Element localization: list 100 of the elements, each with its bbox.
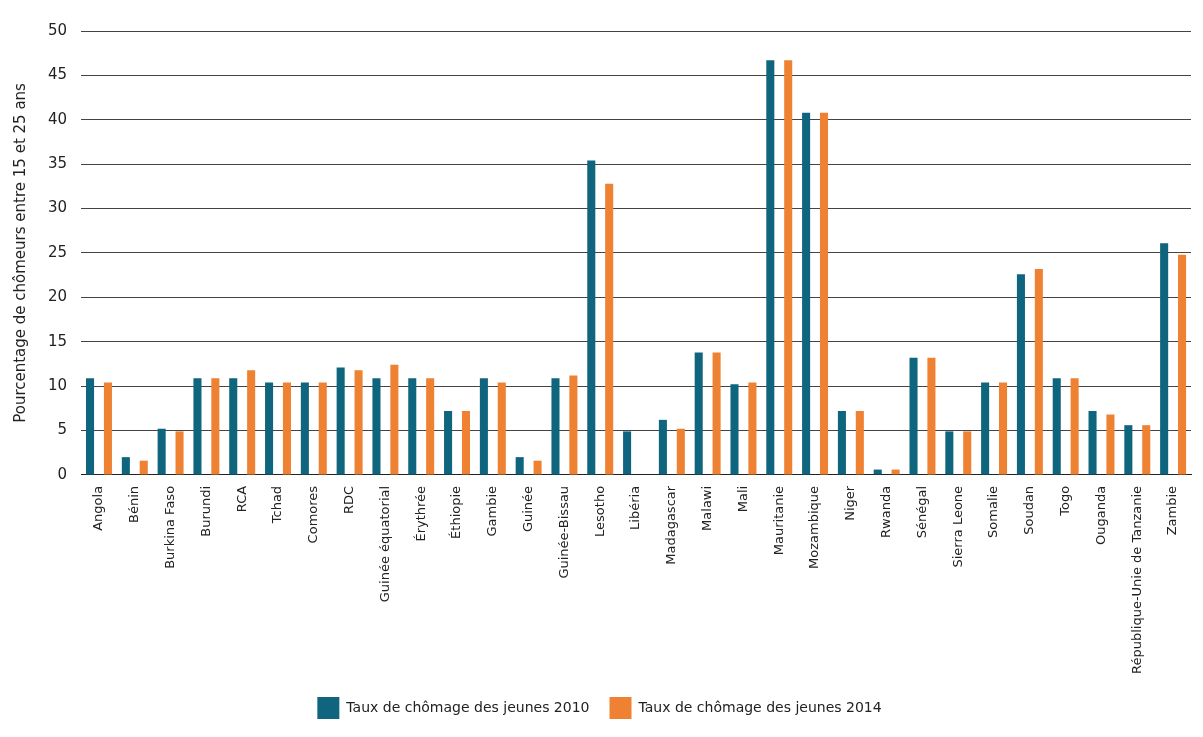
legend-label: Taux de chômage des jeunes 2014 — [637, 698, 882, 715]
x-tick-label: République-Unie de Tanzanie — [1128, 485, 1144, 674]
bar — [229, 378, 238, 475]
y-tick-label: 10 — [47, 376, 68, 395]
y-tick-label: 0 — [57, 464, 68, 483]
x-tick-label: Gambie — [484, 485, 500, 537]
bar — [211, 378, 220, 475]
bar — [1178, 254, 1187, 475]
bar — [408, 378, 417, 475]
bar — [730, 384, 739, 475]
x-tick-label: Sierra Leone — [949, 485, 965, 568]
x-tick-label: Comores — [305, 485, 321, 544]
y-tick-label: 30 — [47, 198, 68, 217]
bar — [175, 431, 184, 475]
y-tick-label: 35 — [47, 154, 68, 173]
bar — [515, 457, 524, 475]
x-tick-label: Soudan — [1021, 485, 1037, 535]
x-tick-label: Malawi — [699, 485, 715, 531]
bar — [1016, 274, 1025, 475]
x-tick-label: Érythrée — [412, 485, 428, 542]
y-tick-label: 25 — [47, 242, 68, 261]
bar — [981, 382, 990, 475]
x-tick-label: Rwanda — [878, 485, 894, 538]
bar — [999, 382, 1008, 475]
x-tick-label: RDC — [340, 485, 356, 515]
bar — [623, 431, 632, 475]
bar — [945, 431, 954, 475]
bar — [819, 112, 829, 475]
y-tick-label: 45 — [47, 65, 68, 84]
x-tick-label: Éthiopie — [448, 485, 464, 539]
x-tick-label: Mali — [734, 485, 750, 513]
x-tick-label: RCA — [233, 485, 249, 513]
x-tick-label: Guinée-Bissau — [555, 485, 571, 579]
bar — [444, 410, 453, 475]
bar — [837, 410, 846, 475]
x-tick-label: Libéria — [627, 485, 643, 530]
x-tick-label: Guinée équatorial — [376, 485, 392, 603]
x-tick-label: Somalie — [985, 485, 1001, 538]
bar — [1124, 425, 1133, 475]
bar — [354, 370, 363, 475]
bar — [193, 378, 202, 475]
y-tick-label: 20 — [47, 287, 68, 306]
bar — [569, 375, 578, 475]
x-tick-label: Sénégal — [913, 485, 929, 539]
x-tick-label: Lesotho — [591, 485, 607, 537]
bar — [318, 382, 327, 475]
y-axis-title: Pourcentage de chômeurs entre 15 et 25 ans — [10, 82, 29, 423]
bar — [86, 378, 95, 475]
x-tick-label: Ouganda — [1092, 485, 1108, 546]
bar — [282, 382, 291, 475]
x-tick-label: Burkina Faso — [161, 485, 177, 569]
bar — [479, 378, 488, 475]
x-tick-label: Burundi — [197, 485, 213, 537]
x-tick-label: Togo — [1057, 485, 1073, 517]
bar — [300, 382, 309, 475]
bar — [1052, 378, 1061, 475]
y-tick-label: 15 — [47, 331, 68, 350]
bar — [784, 60, 793, 475]
bar — [587, 160, 596, 475]
x-tick-label: Mauritanie — [770, 485, 786, 556]
bar — [909, 357, 918, 475]
bar — [1034, 268, 1043, 475]
bar — [461, 410, 470, 475]
bar — [1160, 243, 1169, 475]
bar — [766, 60, 775, 475]
x-tick-label: Angola — [90, 485, 106, 531]
x-tick-label: Niger — [842, 485, 858, 521]
bar — [157, 428, 166, 475]
bar — [121, 457, 130, 475]
x-tick-label: Mozambique — [806, 485, 822, 569]
bar — [1070, 378, 1079, 475]
bar — [247, 370, 256, 475]
bar — [426, 378, 435, 475]
bar — [676, 428, 685, 475]
bar — [694, 352, 703, 475]
bar — [497, 382, 506, 475]
bar — [1106, 414, 1115, 475]
bar — [533, 460, 542, 475]
bar — [103, 382, 112, 475]
y-tick-label: 50 — [47, 20, 68, 39]
bar — [855, 410, 864, 475]
x-tick-label: Bénin — [126, 485, 142, 523]
bar — [963, 431, 972, 475]
x-tick-label: Guinée — [520, 485, 536, 533]
bar — [336, 367, 345, 475]
bar — [372, 378, 381, 475]
bar — [605, 183, 614, 475]
y-tick-label: 5 — [57, 420, 68, 439]
bar — [802, 112, 811, 475]
bar — [551, 378, 560, 475]
x-tick-label: Tchad — [269, 485, 285, 525]
bar — [927, 357, 936, 475]
y-tick-label: 40 — [47, 109, 68, 128]
bar — [1088, 410, 1097, 475]
bar — [658, 419, 667, 475]
bar — [265, 382, 274, 475]
bar — [1142, 425, 1151, 475]
bar — [748, 382, 757, 475]
legend-label: Taux de chômage des jeunes 2010 — [345, 698, 590, 715]
x-tick-label: Madagascar — [663, 485, 679, 565]
